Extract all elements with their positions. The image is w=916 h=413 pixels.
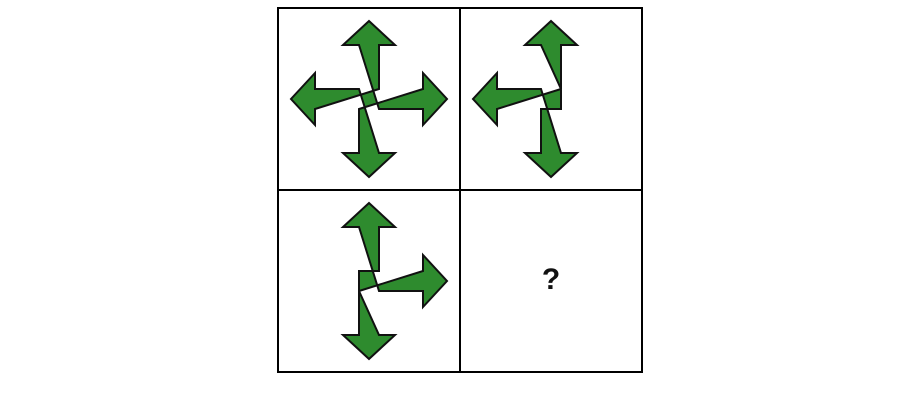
cell-top-right: [460, 9, 641, 190]
question-mark: ?: [541, 263, 561, 296]
arrow-shape: [289, 19, 449, 179]
three-way-arrow-left-icon: [471, 19, 580, 179]
cell-bottom-right[interactable]: ?: [460, 190, 641, 371]
arrow-shape: [471, 19, 580, 179]
three-way-arrow-right-icon: [340, 201, 449, 361]
puzzle-grid: ?: [277, 7, 643, 373]
four-way-arrow-icon: [289, 19, 449, 179]
arrow-shape: [340, 201, 449, 361]
cell-top-left: [279, 9, 460, 190]
cell-bottom-left: [279, 190, 460, 371]
